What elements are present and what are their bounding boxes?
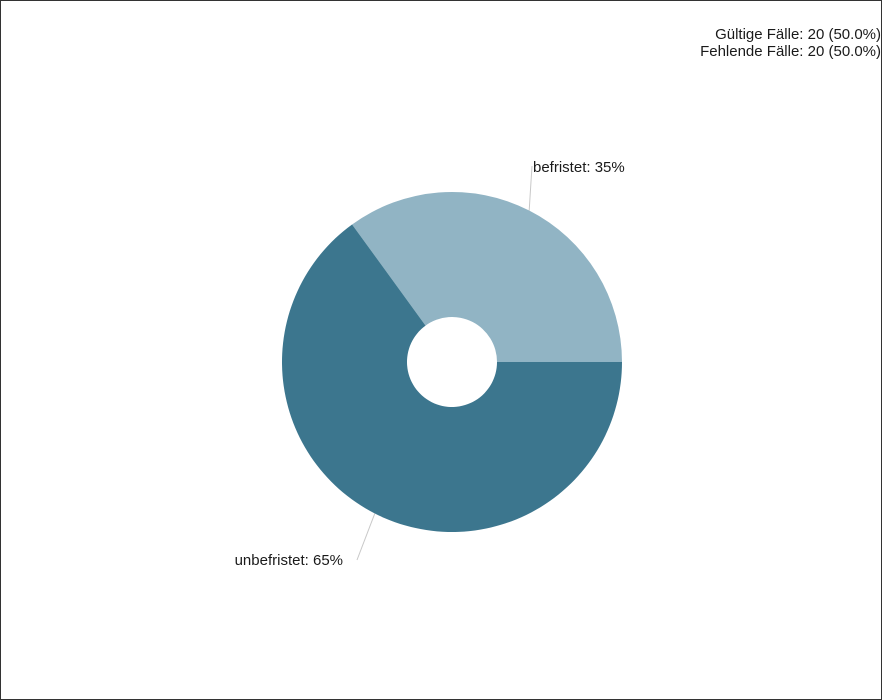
leader-line-befristet [528, 165, 533, 211]
case-statistics: Gültige Fälle: 20 (50.0%) Fehlende Fälle… [700, 26, 881, 60]
missing-cases-text: Fehlende Fälle: 20 (50.0%) [700, 43, 881, 60]
slice-label-unbefristet: unbefristet: 65% [235, 552, 343, 569]
slice-befristet [352, 192, 622, 362]
valid-cases-text: Gültige Fälle: 20 (50.0%) [715, 26, 881, 43]
slice-unbefristet [281, 224, 622, 533]
leader-line-unbefristet [356, 513, 376, 561]
slice-label-befristet: befristet: 35% [533, 159, 625, 176]
